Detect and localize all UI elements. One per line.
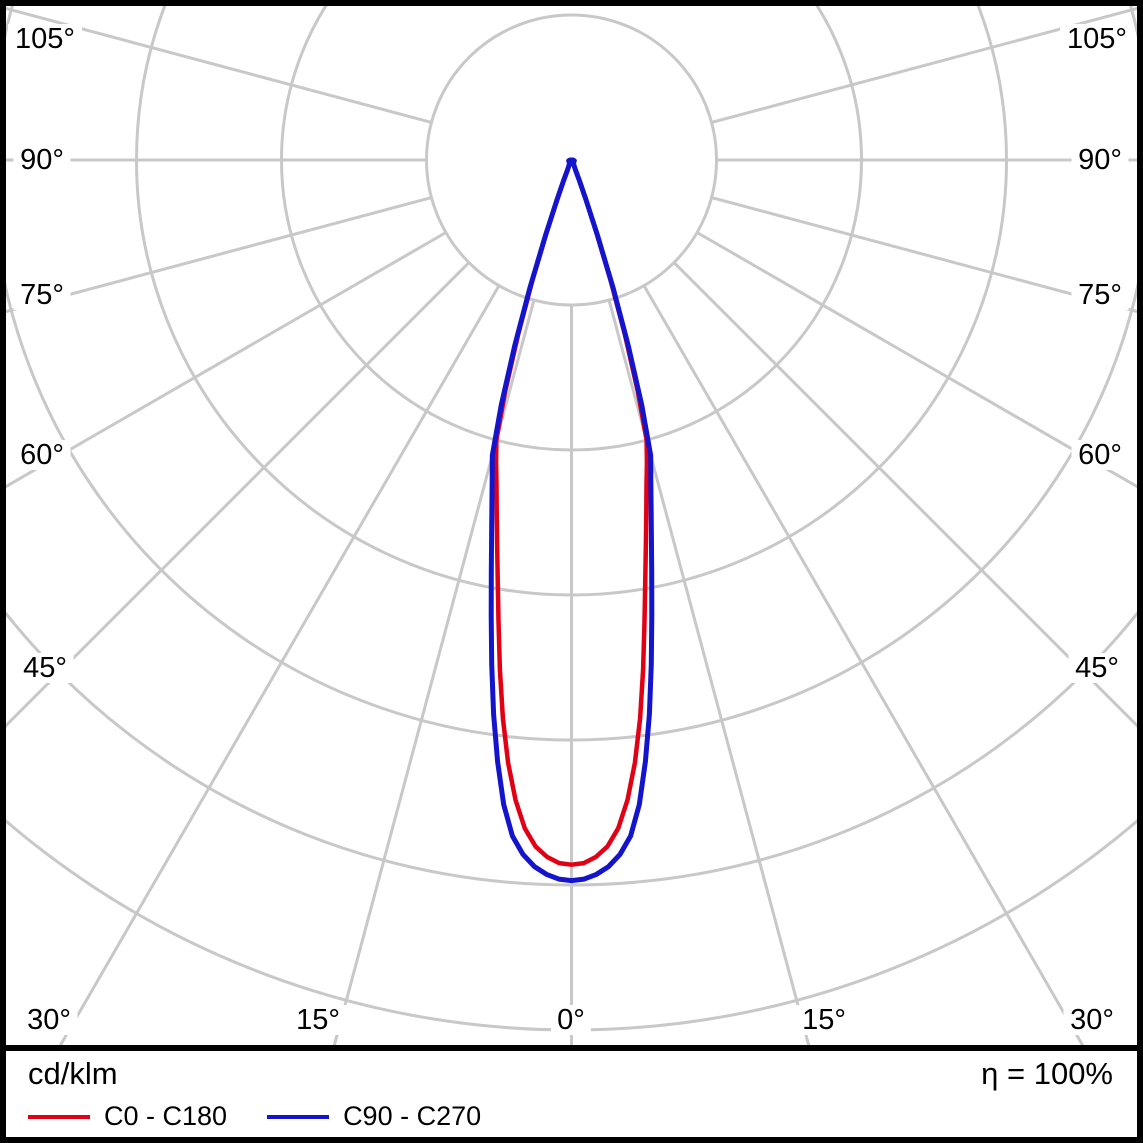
angle-labels: 105° 90° 75° 60° 45° 105° 90° 75° 60° 45° 30° 15° 0°… [8, 23, 1134, 1036]
angle-label-bg [8, 24, 82, 54]
grid-ray [672, 261, 1137, 728]
angle-label-bg [289, 1005, 347, 1035]
legend-swatch-c0-c180 [28, 1114, 90, 1119]
angle-label: 45° [1075, 652, 1119, 684]
angle-label-bg [1063, 1005, 1121, 1035]
legend: C0 - C180 C90 - C270 [28, 1101, 481, 1132]
angle-label-bg [1071, 145, 1129, 175]
angle-label-bg [20, 1005, 78, 1035]
angle-label: 75° [1078, 279, 1122, 311]
angle-label-bg [551, 1005, 591, 1035]
angle-label-bg [13, 145, 71, 175]
legend-item-c90-c270: C90 - C270 [267, 1101, 481, 1132]
angle-label-bg [13, 280, 71, 310]
angle-label: 30° [1070, 1004, 1114, 1036]
grid-ray [6, 6, 432, 124]
angle-label: 105° [1067, 23, 1127, 55]
angle-label-bg [13, 440, 71, 470]
grid-ray [6, 196, 432, 314]
angle-label: 60° [1078, 439, 1122, 471]
grid-ray [6, 231, 447, 489]
angle-label-bg [16, 653, 74, 683]
legend-label-c90-c270: C90 - C270 [343, 1101, 482, 1131]
grid-ray [642, 284, 1085, 1045]
angle-label-bg [1068, 653, 1126, 683]
angle-label: 90° [1078, 144, 1122, 176]
units-label: cd/klm [28, 1056, 118, 1091]
angle-label: 60° [20, 439, 64, 471]
angle-label: 15° [296, 1004, 340, 1036]
grid-ray [6, 261, 471, 728]
angle-label: 15° [802, 1004, 846, 1036]
grid-ray [711, 196, 1137, 314]
efficiency-label: η = 100% [981, 1056, 1113, 1091]
angle-label: 0° [557, 1004, 585, 1036]
angle-label: 45° [23, 652, 67, 684]
angle-label-bg [795, 1005, 853, 1035]
curve-c90-c270 [488, 157, 655, 884]
angle-label: 105° [15, 23, 75, 55]
grid-ray [332, 299, 536, 1045]
angle-label: 30° [27, 1004, 71, 1036]
angle-label: 75° [20, 279, 64, 311]
legend-label-c0-c180: C0 - C180 [104, 1101, 228, 1131]
grid-ray [58, 284, 501, 1045]
legend-swatch-c90-c270 [267, 1114, 330, 1119]
grid-ray [711, 6, 1137, 124]
legend-item-c0-c180: C0 - C180 [28, 1101, 227, 1132]
angle-label-bg [1060, 24, 1134, 54]
grid-ray [607, 299, 811, 1045]
angle-label: 90° [20, 144, 64, 176]
angle-label-bg [1071, 280, 1129, 310]
angle-label-bg [1071, 440, 1129, 470]
grid-ray [696, 231, 1137, 489]
